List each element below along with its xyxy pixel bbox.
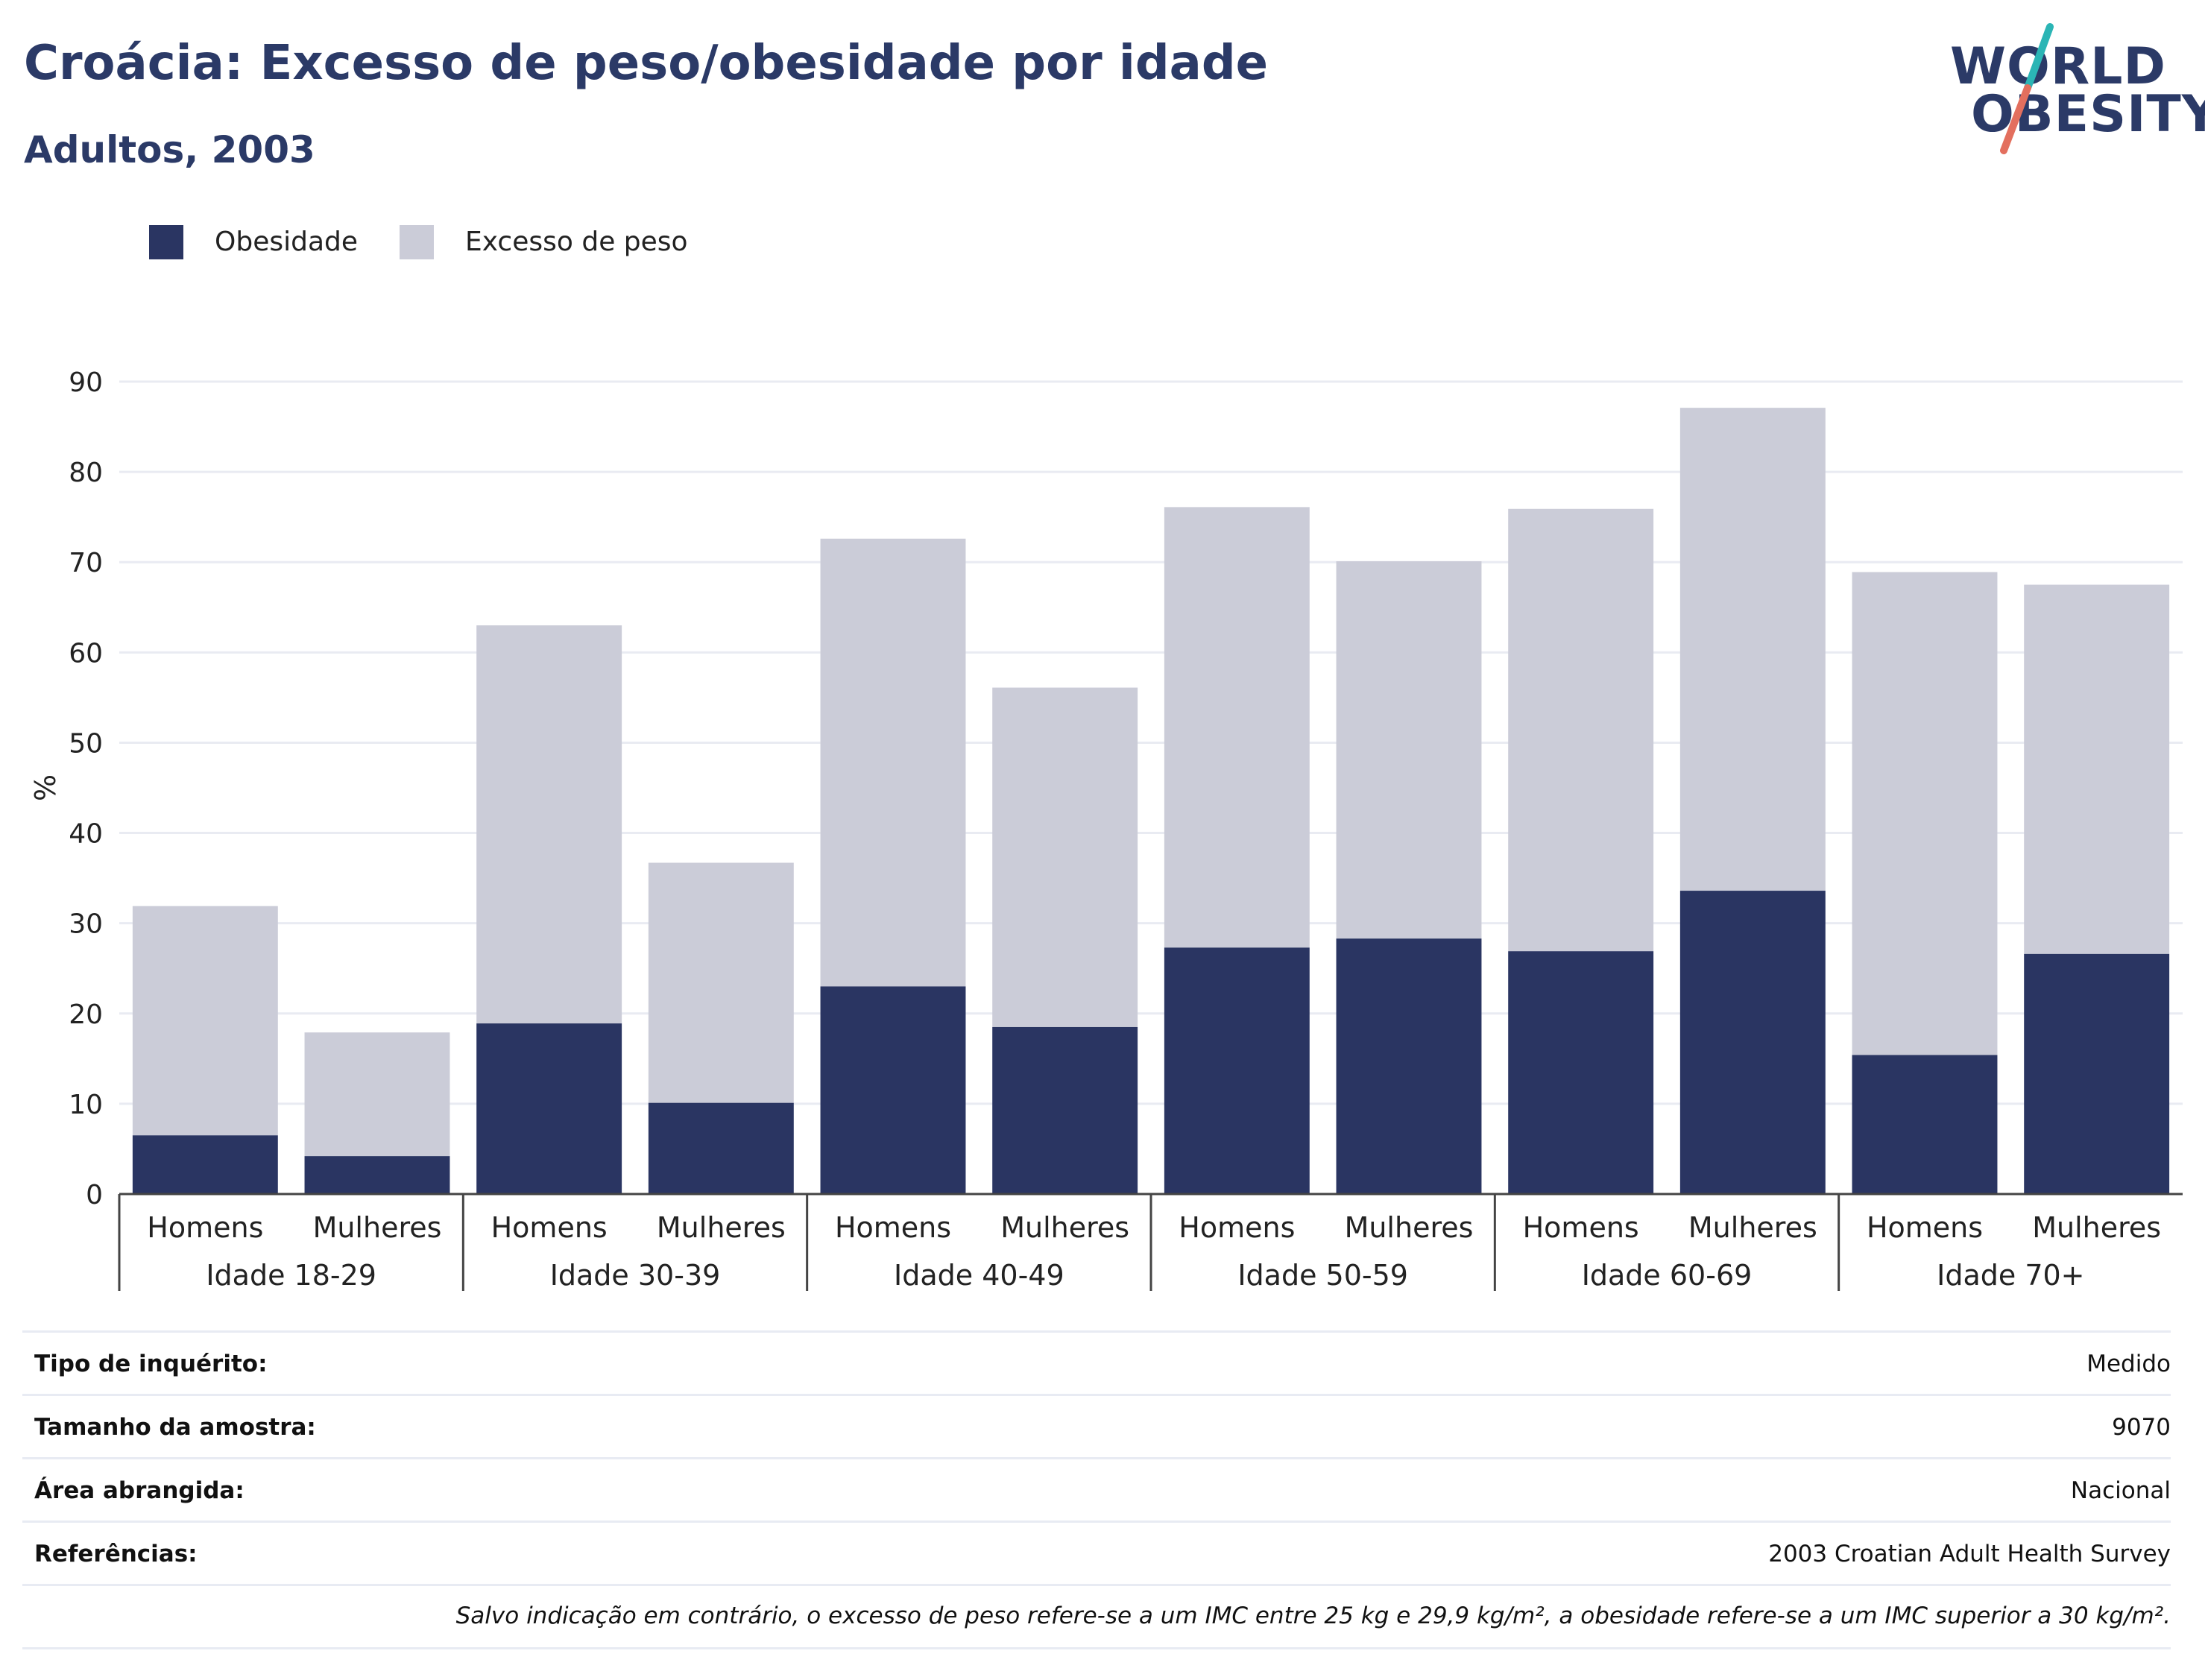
- x-group-label: Idade 50-59: [1237, 1259, 1408, 1292]
- y-axis-label: %: [29, 774, 62, 801]
- info-label: Tamanho da amostra:: [34, 1414, 316, 1441]
- x-group-label: Idade 30-39: [550, 1259, 721, 1292]
- info-row-survey-type: Tipo de inquérito: Medido: [22, 1330, 2171, 1394]
- x-subcategory-label: Mulheres: [657, 1211, 786, 1244]
- x-group-label: Idade 40-49: [894, 1259, 1064, 1292]
- x-subcategory-label: Homens: [491, 1211, 608, 1244]
- y-tick-label: 40: [69, 819, 103, 850]
- x-subcategory-label: Homens: [1179, 1211, 1295, 1244]
- bar-obesidade: [820, 986, 966, 1194]
- info-row-sample-size: Tamanho da amostra: 9070: [22, 1394, 2171, 1457]
- bar-excesso-de-peso: [1508, 508, 1654, 952]
- bar-obesidade: [1508, 951, 1654, 1194]
- info-value: Medido: [2086, 1351, 2171, 1377]
- x-subcategory-label: Mulheres: [313, 1211, 442, 1244]
- x-subcategory-label: Homens: [147, 1211, 263, 1244]
- bar-obesidade: [1336, 938, 1482, 1194]
- bar-excesso-de-peso: [2024, 584, 2170, 954]
- legend-swatch-obesidade: [149, 225, 183, 259]
- bar-obesidade: [1164, 947, 1310, 1194]
- bar-excesso-de-peso: [1852, 572, 1998, 1055]
- y-tick-label: 80: [69, 458, 103, 488]
- info-label: Tipo de inquérito:: [34, 1351, 268, 1377]
- bar-excesso-de-peso: [992, 687, 1138, 1027]
- world-obesity-logo: WORLD OBESITY: [1938, 22, 2205, 157]
- bar-excesso-de-peso: [1336, 561, 1482, 939]
- y-tick-label: 90: [69, 367, 103, 398]
- y-tick-label: 30: [69, 909, 103, 940]
- bar-excesso-de-peso: [304, 1032, 450, 1157]
- bar-obesidade: [1852, 1055, 1998, 1194]
- bar-obesidade: [2024, 953, 2170, 1194]
- x-subcategory-label: Mulheres: [1688, 1211, 1817, 1244]
- y-tick-label: 0: [86, 1180, 103, 1210]
- y-tick-label: 20: [69, 1000, 103, 1030]
- legend-label-obesidade: Obesidade: [215, 227, 359, 257]
- x-subcategory-label: Homens: [835, 1211, 951, 1244]
- info-label: Referências:: [34, 1541, 198, 1567]
- bar-obesidade: [476, 1023, 622, 1194]
- info-label: Área abrangida:: [34, 1477, 245, 1504]
- logo-slash-icon: [2000, 23, 2054, 154]
- x-subcategory-label: Homens: [1523, 1211, 1639, 1244]
- bar-excesso-de-peso: [132, 906, 278, 1136]
- x-subcategory-label: Mulheres: [2032, 1211, 2161, 1244]
- info-row-references: Referências: 2003 Croatian Adult Health …: [22, 1520, 2171, 1584]
- y-tick-label: 70: [69, 548, 103, 578]
- y-tick-label: 60: [69, 638, 103, 669]
- x-subcategory-label: Mulheres: [1000, 1211, 1129, 1244]
- bar-obesidade: [648, 1102, 794, 1194]
- info-row-area: Área abrangida: Nacional: [22, 1457, 2171, 1520]
- page-subtitle: Adultos, 2003: [24, 128, 315, 171]
- logo-text-world: WORLD: [1950, 37, 2166, 96]
- bar-obesidade: [132, 1135, 278, 1194]
- x-group-label: Idade 70+: [1937, 1259, 2084, 1292]
- bar-excesso-de-peso: [820, 538, 966, 987]
- info-row-footnote: Salvo indicação em contrário, o excesso …: [22, 1584, 2171, 1649]
- bar-obesidade: [304, 1156, 450, 1194]
- stacked-bar-chart: 0 10 20 30 40 50 60 70 80 90% Homens Mulheres Idade …: [29, 367, 2183, 1292]
- y-tick-label: 50: [69, 728, 103, 759]
- bar-excesso-de-peso: [1679, 408, 1826, 891]
- bmi-footnote: Salvo indicação em contrário, o excesso …: [455, 1602, 2171, 1629]
- legend-label-excesso-de-peso: Excesso de peso: [465, 227, 688, 257]
- bar-obesidade: [992, 1026, 1138, 1194]
- bar-excesso-de-peso: [648, 862, 794, 1103]
- bar-excesso-de-peso: [1164, 507, 1310, 948]
- legend-swatch-excesso-de-peso: [400, 225, 434, 259]
- x-group-label: Idade 60-69: [1582, 1259, 1753, 1292]
- x-subcategory-label: Homens: [1867, 1211, 1983, 1244]
- bar-obesidade: [1679, 891, 1826, 1194]
- info-value: Nacional: [2070, 1477, 2171, 1504]
- x-group-label: Idade 18-29: [206, 1259, 376, 1292]
- info-value: 2003 Croatian Adult Health Survey: [1768, 1541, 2171, 1567]
- x-subcategory-label: Mulheres: [1345, 1211, 1474, 1244]
- page-title: Croácia: Excesso de peso/obesidade por i…: [24, 36, 1269, 91]
- y-tick-label: 10: [69, 1090, 103, 1120]
- info-value: 9070: [2112, 1414, 2171, 1441]
- bar-excesso-de-peso: [476, 625, 622, 1024]
- survey-info-table: Tipo de inquérito: Medido Tamanho da amo…: [22, 1330, 2171, 1649]
